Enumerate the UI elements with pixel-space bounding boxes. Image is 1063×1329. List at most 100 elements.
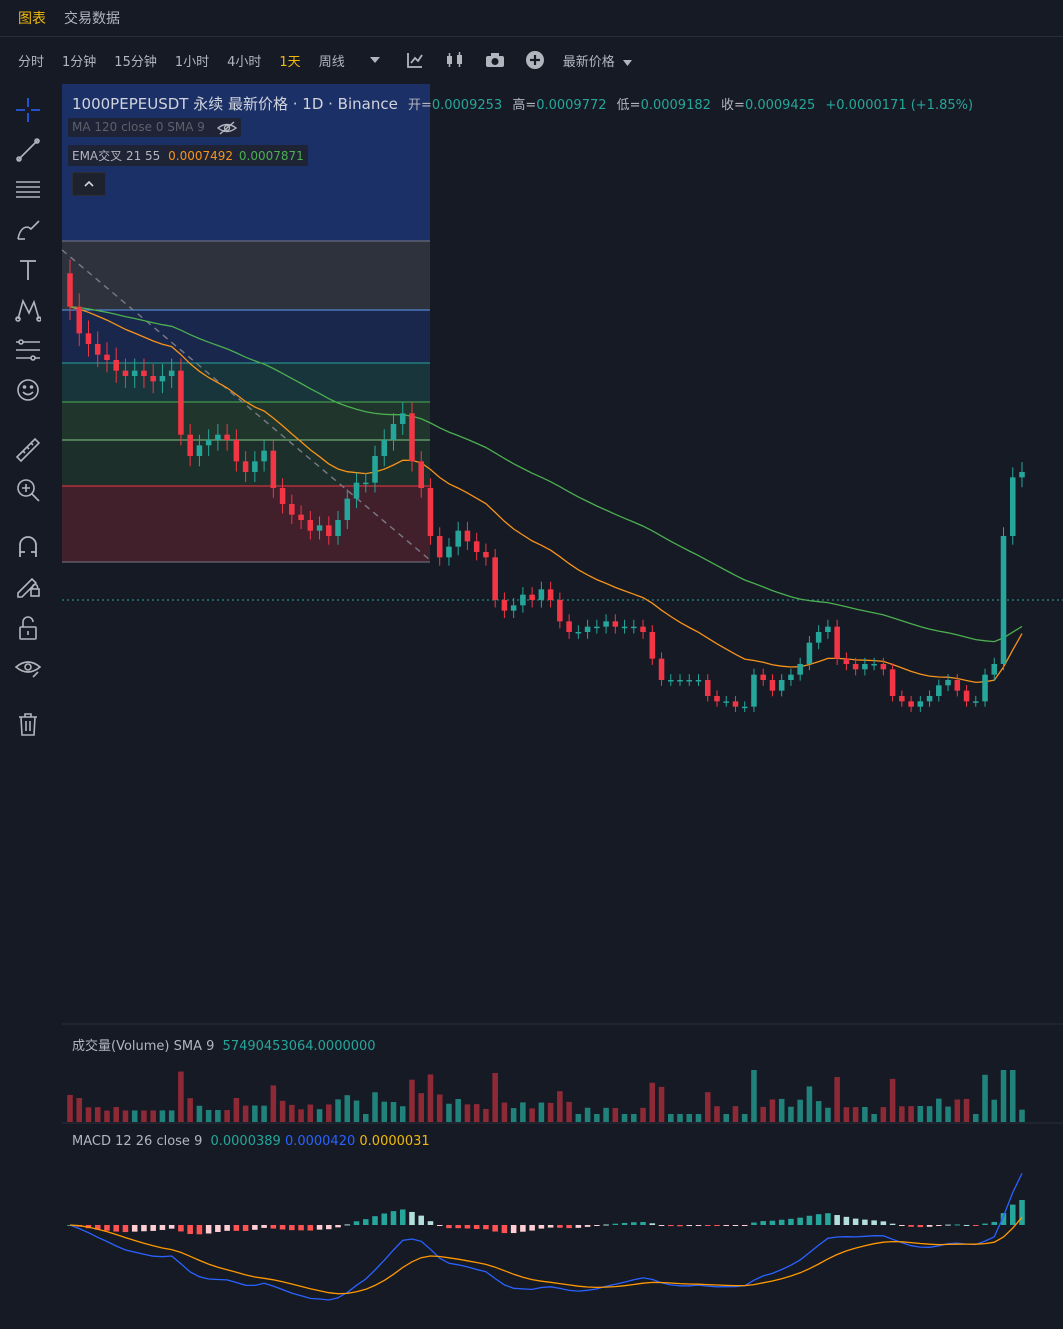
add-icon[interactable] [525, 50, 545, 70]
lock-drawing-icon[interactable] [14, 572, 42, 600]
open-label: 开= [407, 98, 432, 113]
volume-bar [797, 1099, 803, 1122]
macd-hist-bar [492, 1225, 498, 1232]
macd-hist-bar [510, 1225, 517, 1234]
fib-tool-icon[interactable] [14, 336, 42, 364]
interval-1w[interactable]: 周线 [318, 54, 345, 70]
hidden-eye-icon[interactable] [216, 120, 237, 135]
price-legend: 1000PEPEUSDT 永续 最新价格 · 1D · Binance 开=0.… [72, 93, 973, 114]
ruler-icon[interactable] [14, 436, 42, 464]
volume-bar [1009, 1070, 1016, 1122]
zoom-in-icon[interactable] [14, 476, 42, 504]
volume-bar [113, 1107, 119, 1122]
ema-fast-value: 0.0007492 [168, 149, 234, 163]
macd-hist-bar [594, 1225, 600, 1226]
magnet-icon[interactable] [14, 532, 42, 560]
candle-body [741, 706, 748, 709]
candle-body [372, 456, 378, 483]
macd-hist-bar [880, 1221, 887, 1225]
volume-bar [1000, 1070, 1007, 1122]
volume-bar [492, 1072, 498, 1122]
tab-chart[interactable]: 图表 [18, 11, 46, 27]
interval-4h[interactable]: 4小时 [227, 54, 262, 70]
indicators-icon[interactable] [405, 50, 425, 70]
candle-body [704, 680, 711, 696]
tab-trading-data[interactable]: 交易数据 [64, 11, 120, 27]
macd-hist-bar [335, 1225, 341, 1228]
macd-hist-bar [797, 1217, 803, 1225]
candle-body [547, 589, 554, 600]
volume-bar [899, 1106, 905, 1122]
emoji-icon[interactable] [14, 376, 42, 404]
macd-hist-bar [520, 1225, 526, 1232]
volume-bar [233, 1098, 240, 1122]
chart-type-icon[interactable] [445, 50, 465, 70]
macd-hist-bar [67, 1225, 73, 1226]
visibility-icon[interactable] [14, 654, 42, 682]
ema-legend[interactable]: EMA交叉 21 55 0.0007492 0.0007871 [68, 145, 308, 166]
macd-hist-bar [945, 1224, 951, 1226]
collapse-legend-button[interactable] [72, 172, 106, 196]
candle-body [455, 530, 461, 547]
macd-value: 0.0000389 [210, 1134, 281, 1149]
candle-body [584, 626, 591, 632]
camera-icon[interactable] [485, 50, 505, 70]
brush-icon[interactable] [14, 216, 42, 244]
dropdown-caret-icon[interactable] [365, 50, 385, 70]
macd-hist-bar [649, 1223, 656, 1225]
volume-bar [279, 1100, 286, 1122]
text-tool-icon[interactable] [14, 256, 42, 284]
fib-zone [62, 440, 430, 486]
interval-15m[interactable]: 15分钟 [114, 54, 157, 70]
macd-hist-bar [917, 1225, 924, 1228]
volume-legend: 成交量(Volume) SMA 9 57490453064.0000000 [72, 1035, 376, 1054]
candle-body [788, 674, 794, 680]
macd-hist-bar [806, 1215, 813, 1225]
close-value: 0.0009425 [744, 98, 816, 113]
ema-fast-line [69, 306, 1023, 684]
crosshair-icon[interactable] [14, 96, 42, 124]
volume-bar [594, 1114, 600, 1122]
top-tab-bar: 图表 交易数据 [0, 0, 1063, 37]
volume-bar [159, 1110, 166, 1122]
volume-bar [834, 1077, 840, 1122]
candle-body [612, 621, 619, 627]
volume-bar [399, 1106, 406, 1122]
macd-hist-bar [575, 1225, 582, 1228]
volume-bar [557, 1091, 563, 1122]
macd-hist-bar [991, 1221, 998, 1225]
macd-hist-bar [871, 1220, 877, 1225]
volume-bar [825, 1107, 831, 1122]
trash-icon[interactable] [14, 710, 42, 738]
macd-hist-bar [353, 1221, 360, 1225]
interval-1d[interactable]: 1天 [279, 54, 301, 70]
fib-trend-line [61, 249, 431, 561]
candle-body [178, 370, 184, 435]
interval-1m[interactable]: 1分钟 [62, 54, 97, 70]
volume-bar [150, 1110, 156, 1122]
pattern-tool-icon[interactable] [14, 296, 42, 324]
horizontal-lines-icon[interactable] [14, 176, 42, 204]
macd-hist-bar [982, 1223, 988, 1225]
volume-bar [778, 1098, 785, 1122]
unlock-icon[interactable] [14, 614, 42, 642]
volume-bar [455, 1099, 461, 1122]
trend-line-icon[interactable] [14, 136, 42, 164]
price-type-select[interactable]: 最新价格 [563, 51, 632, 70]
candle-body [649, 632, 656, 659]
candle-body [843, 658, 850, 664]
interval-tick[interactable]: 分时 [18, 54, 45, 70]
volume-bar [289, 1104, 295, 1122]
volume-bar [353, 1100, 360, 1122]
volume-bar [871, 1114, 877, 1122]
interval-1h[interactable]: 1小时 [174, 54, 210, 70]
ma-legend[interactable]: MA 120 close 0 SMA 9 [68, 118, 241, 137]
fib-zone [62, 241, 430, 310]
volume-bar [205, 1109, 212, 1122]
macd-label: MACD 12 26 close 9 [72, 1134, 203, 1149]
candle-body [150, 376, 156, 382]
volume-bar [85, 1107, 92, 1122]
candle-body [926, 696, 933, 702]
candle-body [889, 669, 896, 696]
